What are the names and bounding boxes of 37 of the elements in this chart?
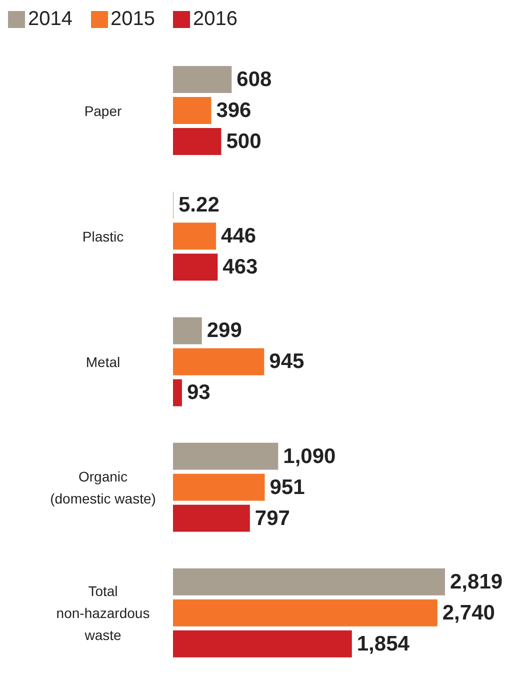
y-tick-label: Paper — [84, 102, 122, 119]
data-label: 1,090 — [283, 444, 336, 468]
bar — [173, 504, 250, 532]
data-label: 446 — [221, 224, 256, 248]
bar — [173, 222, 216, 250]
legend-label: 2014 — [28, 8, 72, 31]
data-label: 299 — [206, 319, 242, 342]
y-tick-label: Plastic — [82, 228, 124, 244]
bar — [173, 379, 182, 406]
data-label: 951 — [270, 476, 306, 499]
bar — [173, 128, 222, 155]
legend-label: 2016 — [193, 8, 238, 31]
data-label: 93 — [186, 381, 210, 404]
legend-label: 2015 — [110, 8, 155, 31]
data-label: 945 — [269, 350, 305, 374]
bar — [173, 599, 438, 626]
y-tick-label: Metal — [86, 354, 120, 370]
bar — [173, 317, 202, 344]
bar — [173, 254, 218, 281]
data-label: 500 — [226, 130, 262, 153]
bar — [173, 630, 352, 658]
y-tick-label: Organic (domestic waste) — [50, 468, 156, 507]
bar — [173, 66, 232, 93]
data-label: 2,740 — [442, 601, 495, 624]
bar — [173, 348, 264, 376]
data-label: 1,854 — [356, 632, 410, 656]
data-label: 396 — [216, 99, 252, 122]
data-label: 2,819 — [450, 570, 503, 594]
bar — [173, 442, 278, 470]
data-label: 797 — [254, 506, 290, 530]
data-label: 463 — [222, 256, 258, 279]
data-label: 5.22 — [178, 194, 220, 217]
y-tick-label: Total non-hazardous waste — [56, 583, 150, 644]
data-label: 608 — [236, 68, 272, 91]
bar — [173, 97, 212, 124]
bar — [173, 474, 265, 501]
bar — [173, 568, 445, 596]
